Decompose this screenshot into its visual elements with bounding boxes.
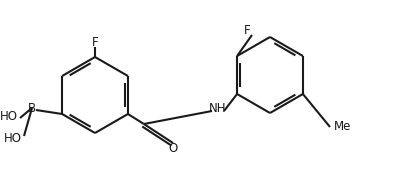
Text: HO: HO [0, 109, 18, 122]
Text: Me: Me [333, 119, 350, 132]
Text: B: B [28, 101, 36, 114]
Text: NH: NH [209, 101, 226, 114]
Text: F: F [91, 35, 98, 48]
Text: HO: HO [4, 132, 22, 145]
Text: O: O [168, 142, 177, 155]
Text: F: F [243, 23, 250, 36]
